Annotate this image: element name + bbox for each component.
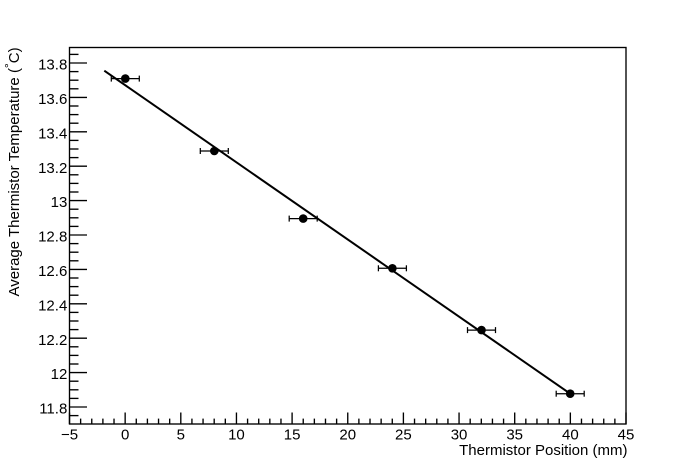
svg-text:10: 10 [228, 427, 245, 444]
svg-text:13: 13 [51, 194, 68, 211]
svg-text:11.8: 11.8 [39, 401, 67, 418]
svg-text:13.8: 13.8 [38, 57, 67, 74]
svg-text:20: 20 [339, 427, 356, 444]
svg-text:−5: −5 [61, 427, 78, 444]
svg-text:13.6: 13.6 [38, 91, 67, 108]
svg-text:13.4: 13.4 [38, 125, 67, 142]
svg-text:15: 15 [284, 427, 301, 444]
svg-text:Thermistor Position (mm): Thermistor Position (mm) [459, 442, 627, 459]
svg-text:12.4: 12.4 [38, 297, 67, 314]
svg-text:13.2: 13.2 [38, 160, 67, 177]
svg-text:45: 45 [618, 427, 635, 444]
svg-text:40: 40 [562, 427, 579, 444]
svg-text:35: 35 [506, 427, 523, 444]
svg-text:12: 12 [51, 366, 68, 383]
svg-text:30: 30 [451, 427, 468, 444]
svg-text:Average Thermistor Temperature: Average Thermistor Temperature (°C) [2, 47, 23, 296]
svg-text:5: 5 [177, 427, 185, 444]
svg-text:12.8: 12.8 [38, 229, 67, 246]
svg-text:0: 0 [121, 427, 129, 444]
svg-text:12.2: 12.2 [38, 332, 67, 349]
svg-text:12.6: 12.6 [38, 263, 67, 280]
svg-text:25: 25 [395, 427, 412, 444]
